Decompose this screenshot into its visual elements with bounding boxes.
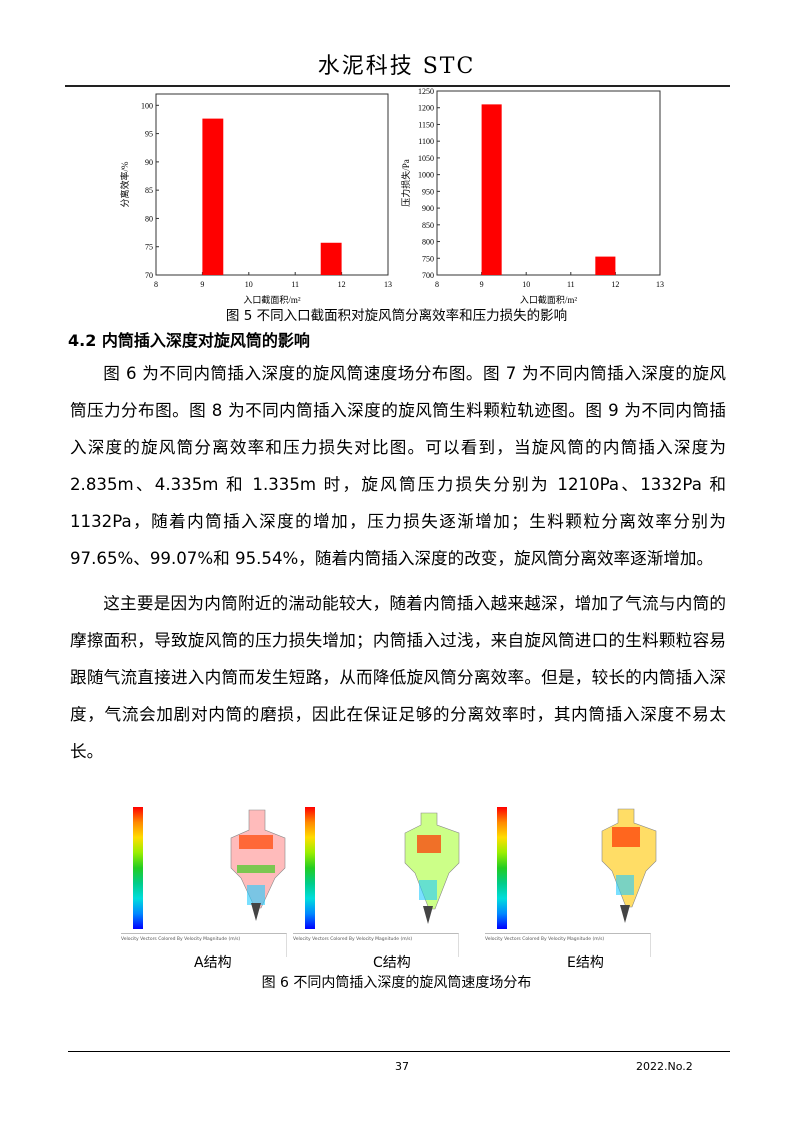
x-tick-label: 11 (567, 280, 575, 289)
body-text: 图 6 为不同内筒插入深度的旋风筒速度场分布图。图 7 为不同内筒插入深度的旋风… (70, 355, 726, 770)
y-tick-label: 900 (422, 204, 434, 213)
y-tick-label: 950 (422, 187, 434, 196)
fig6-panel-a: Velocity Vectors Colored By Velocity Mag… (121, 800, 309, 957)
journal-header: 水泥科技 STC (317, 54, 476, 79)
x-tick-label: 13 (384, 280, 392, 289)
x-axis-label: 入口截面积/m² (520, 294, 578, 305)
panel-label-a: A结构 (194, 955, 232, 971)
y-tick-label: 1100 (418, 137, 434, 146)
y-axis-label: 压力损失/Pa (400, 159, 411, 207)
fig6-caption: 图 6 不同内筒插入深度的旋风筒速度场分布 (261, 975, 532, 991)
footer-rule (68, 1051, 730, 1052)
x-axis-label: 入口截面积/m² (243, 294, 301, 305)
x-tick-label: 9 (480, 280, 484, 289)
fig5-caption: 图 5 不同入口截面积对旋风筒分离效率和压力损失的影响 (225, 308, 568, 324)
panel-label-e: E结构 (567, 955, 604, 971)
x-tick-label: 8 (154, 280, 158, 289)
legend-title: Velocity Vectors Colored By Velocity Mag… (485, 933, 651, 957)
bar (481, 104, 502, 275)
bar (595, 256, 616, 275)
paragraph: 图 6 为不同内筒插入深度的旋风筒速度场分布图。图 7 为不同内筒插入深度的旋风… (70, 364, 726, 568)
issue-number: 2022.No.2 (636, 1060, 693, 1073)
y-tick-label: 800 (422, 238, 434, 247)
y-tick-label: 95 (145, 130, 153, 139)
legend-title: Velocity Vectors Colored By Velocity Mag… (293, 933, 459, 957)
x-tick-label: 12 (611, 280, 619, 289)
y-tick-label: 700 (422, 271, 434, 280)
cyclone-vector-plot (404, 812, 460, 924)
plot-frame (155, 93, 389, 276)
y-tick-label: 80 (145, 214, 153, 223)
colorbar (305, 807, 315, 929)
y-tick-label: 100 (141, 101, 153, 110)
plot-frame (436, 90, 661, 276)
chart-pressure-loss: 8 9 10 11 12 13 700 750 800 850 900 950 1000 1050 1100… (400, 87, 664, 305)
y-tick-label: 75 (145, 243, 153, 252)
y-tick-label: 850 (422, 221, 434, 230)
y-tick-label: 1050 (418, 154, 434, 163)
chart-separation-efficiency: 8 9 10 11 12 13 70 75 80 85 90 95 100 入口截面积/m² 分离效率/% (119, 93, 392, 305)
section-title: 4.2 内筒插入深度对旋风筒的影响 (68, 331, 310, 350)
colorbar (497, 807, 507, 929)
panel-label-c: C结构 (373, 955, 411, 971)
paragraph: 这主要是因为内筒附近的湍动能较大，随着内筒插入越来越深，增加了气流与内筒的摩擦面… (70, 594, 726, 761)
cyclone-vector-plot (601, 808, 657, 923)
y-tick-label: 85 (145, 186, 153, 195)
bar (202, 118, 224, 275)
legend-title: Velocity Vectors Colored By Velocity Mag… (121, 933, 287, 957)
x-tick-label: 8 (435, 280, 439, 289)
y-tick-label: 1150 (418, 120, 434, 129)
y-tick-label: 90 (145, 158, 153, 167)
y-tick-label: 750 (422, 254, 434, 263)
y-tick-label: 1200 (418, 104, 434, 113)
x-tick-label: 10 (522, 280, 530, 289)
y-axis-label: 分离效率/% (119, 161, 130, 208)
header-rule (65, 85, 730, 87)
x-tick-label: 9 (200, 280, 204, 289)
x-tick-label: 10 (245, 280, 253, 289)
x-tick-label: 13 (656, 280, 664, 289)
y-tick-label: 1000 (418, 171, 434, 180)
bar (320, 242, 342, 275)
y-tick-label: 1250 (418, 87, 434, 96)
fig6-panel-e: Velocity Vectors Colored By Velocity Mag… (485, 800, 673, 957)
colorbar (133, 807, 143, 929)
page-number: 37 (395, 1060, 409, 1073)
y-tick-label: 70 (145, 271, 153, 280)
fig6-panel-c: Velocity Vectors Colored By Velocity Mag… (293, 800, 481, 957)
cyclone-vector-plot (230, 809, 286, 921)
x-tick-label: 12 (338, 280, 346, 289)
x-tick-label: 11 (291, 280, 299, 289)
